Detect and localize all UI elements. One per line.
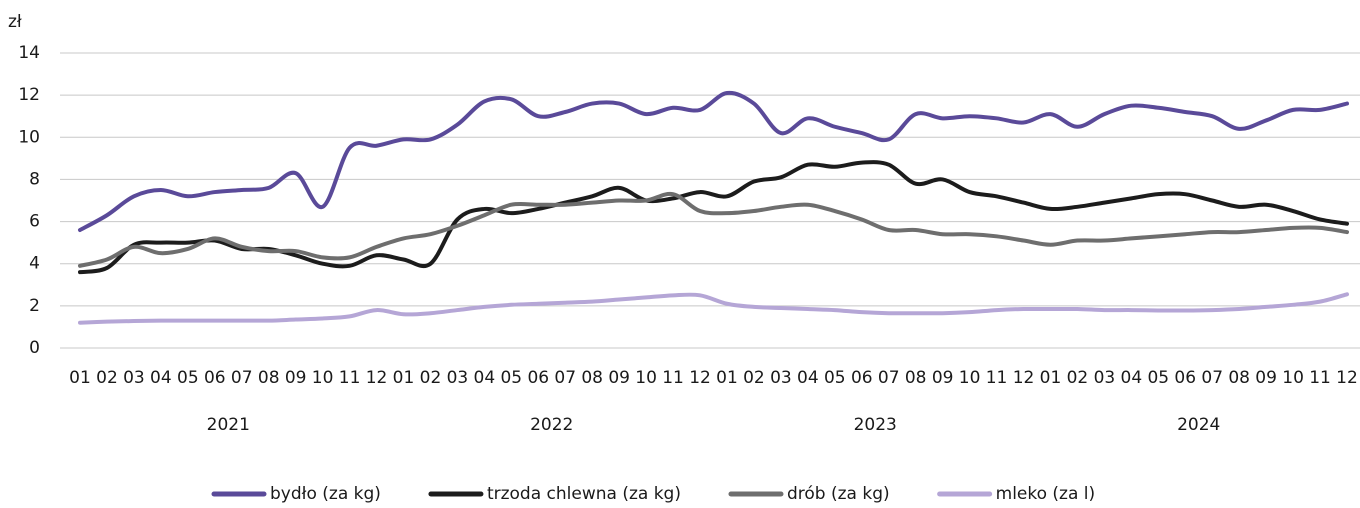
x-tick-label: 02: [420, 368, 442, 388]
x-tick-label: 03: [770, 368, 792, 388]
x-tick-label: 12: [689, 368, 711, 388]
y-tick-label: 6: [29, 212, 40, 232]
y-tick-label: 12: [18, 85, 40, 105]
series-line: [78, 191, 1349, 268]
y-tick-label: 0: [29, 338, 40, 358]
y-tick-label: 8: [29, 169, 40, 189]
x-tick-label: 04: [474, 368, 496, 388]
x-tick-label: 09: [932, 368, 954, 388]
x-tick-label: 05: [824, 368, 846, 388]
x-tick-label: 01: [69, 368, 91, 388]
y-axis-label: zł: [8, 12, 22, 32]
x-tick-label: 08: [1228, 368, 1250, 388]
x-tick-label: 07: [554, 368, 576, 388]
x-tick-label: 04: [797, 368, 819, 388]
y-tick-label: 14: [18, 43, 40, 63]
legend-label: drób (za kg): [787, 484, 890, 504]
y-tick-label: 10: [18, 127, 40, 147]
legend-label: mleko (za l): [996, 484, 1096, 504]
x-tick-label: 01: [1040, 368, 1062, 388]
x-tick-label: 11: [662, 368, 684, 388]
x-tick-label: 05: [500, 368, 522, 388]
x-tick-label: 03: [123, 368, 145, 388]
y-tick-label: 2: [29, 296, 40, 316]
x-tick-label: 01: [393, 368, 415, 388]
x-tick-label: 08: [581, 368, 603, 388]
x-tick-label: 08: [258, 368, 280, 388]
x-tick-label: 09: [1255, 368, 1277, 388]
year-label: 2024: [1177, 415, 1220, 435]
series-line: [78, 90, 1349, 232]
x-tick-label: 02: [1067, 368, 1089, 388]
x-tick-label: 12: [1013, 368, 1035, 388]
x-tick-label: 03: [1094, 368, 1116, 388]
x-tick-label: 01: [716, 368, 738, 388]
x-tick-label: 06: [204, 368, 226, 388]
x-tick-label: 10: [312, 368, 334, 388]
series-line: [78, 160, 1349, 275]
year-label: 2021: [207, 415, 250, 435]
legend-label: bydło (za kg): [270, 484, 381, 504]
year-label: 2023: [854, 415, 897, 435]
x-tick-label: 11: [986, 368, 1008, 388]
x-tick-label: 10: [635, 368, 657, 388]
x-tick-label: 07: [1201, 368, 1223, 388]
x-tick-label: 07: [231, 368, 253, 388]
x-tick-label: 02: [743, 368, 765, 388]
legend-label: trzoda chlewna (za kg): [487, 484, 681, 504]
x-tick-label: 09: [285, 368, 307, 388]
x-tick-label: 06: [527, 368, 549, 388]
x-tick-label: 12: [1336, 368, 1358, 388]
x-tick-label: 04: [1121, 368, 1143, 388]
x-tick-label: 12: [366, 368, 388, 388]
x-tick-label: 03: [447, 368, 469, 388]
x-tick-label: 04: [150, 368, 172, 388]
x-tick-label: 08: [905, 368, 927, 388]
x-tick-label: 07: [878, 368, 900, 388]
x-tick-label: 05: [1147, 368, 1169, 388]
x-tick-label: 10: [959, 368, 981, 388]
x-tick-label: 05: [177, 368, 199, 388]
series-line: [78, 292, 1349, 325]
x-tick-label: 11: [339, 368, 361, 388]
year-label: 2022: [530, 415, 573, 435]
x-tick-label: 02: [96, 368, 118, 388]
x-tick-label: 10: [1282, 368, 1304, 388]
x-tick-label: 06: [1174, 368, 1196, 388]
y-tick-label: 4: [29, 254, 40, 274]
x-tick-label: 11: [1309, 368, 1331, 388]
x-tick-label: 09: [608, 368, 630, 388]
x-tick-label: 06: [851, 368, 873, 388]
